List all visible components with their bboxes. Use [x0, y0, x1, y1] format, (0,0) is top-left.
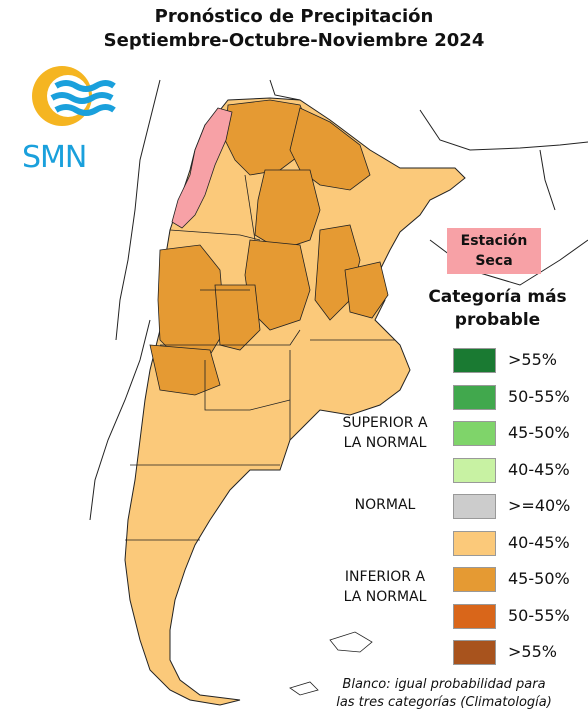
region-central-north	[254, 169, 321, 251]
legend-swatch	[453, 348, 496, 373]
islands	[289, 631, 373, 696]
legend-label: 45-50%	[508, 423, 570, 442]
region-cordoba	[244, 239, 311, 331]
legend-title: Categoría más probable	[410, 286, 585, 332]
legend-swatch	[453, 385, 496, 410]
legend-label: 40-45%	[508, 460, 570, 479]
legend-swatch	[453, 421, 496, 446]
region-san-luis	[214, 284, 261, 351]
legend-label: 40-45%	[508, 533, 570, 552]
dry-season-region	[171, 107, 233, 229]
smn-logo-icon	[32, 66, 116, 126]
legend-swatch	[453, 531, 496, 556]
region-la-pampa	[149, 344, 221, 396]
dry-season-label-line1: Estación	[460, 233, 528, 249]
legend-label: 50-55%	[508, 606, 570, 625]
region-entre-rios	[344, 261, 389, 319]
dry-season-label: Estación Seca	[447, 228, 541, 274]
legend-group-superior-line2: LA NORMAL	[343, 435, 427, 451]
legend-swatch	[453, 567, 496, 592]
climatology-note: Blanco: igual probabilidad para las tres…	[300, 676, 588, 712]
legend-group-superior: SUPERIOR A LA NORMAL	[330, 413, 440, 453]
map-title-line2: Septiembre-Octubre-Noviembre 2024	[103, 30, 485, 51]
legend-group-inferior-line1: INFERIOR A	[344, 569, 426, 585]
legend-swatch	[453, 640, 496, 665]
legend-label: 50-55%	[508, 387, 570, 406]
legend-title-line2: probable	[454, 310, 541, 330]
dry-season-label-line2: Seca	[475, 253, 513, 269]
climatology-note-line2: las tres categorías (Climatología)	[336, 695, 552, 710]
region-chaco	[289, 107, 371, 191]
logo-text: SMN	[22, 140, 87, 175]
legend-group-superior-line1: SUPERIOR A	[342, 415, 428, 431]
legend-title-line1: Categoría más	[428, 287, 567, 307]
legend-group-inferior-line2: LA NORMAL	[343, 589, 427, 605]
legend-label: 45-50%	[508, 569, 570, 588]
legend-swatch	[453, 494, 496, 519]
legend-group-normal: NORMAL	[354, 497, 416, 513]
smn-logo: SMN	[22, 62, 122, 177]
legend-swatch	[453, 458, 496, 483]
province-borders	[125, 174, 395, 541]
map-title-line1: Pronóstico de Precipitación	[154, 6, 434, 27]
legend-swatch	[453, 604, 496, 629]
argentina-map	[89, 79, 588, 706]
legend-label: >55%	[508, 642, 557, 661]
region-noa	[224, 99, 311, 176]
climatology-note-line1: Blanco: igual probabilidad para	[342, 677, 546, 692]
legend-label: >=40%	[508, 496, 571, 515]
legend-label: >55%	[508, 350, 557, 369]
inferior-45-50-regions	[149, 99, 389, 396]
legend-group-inferior: INFERIOR A LA NORMAL	[330, 567, 440, 607]
